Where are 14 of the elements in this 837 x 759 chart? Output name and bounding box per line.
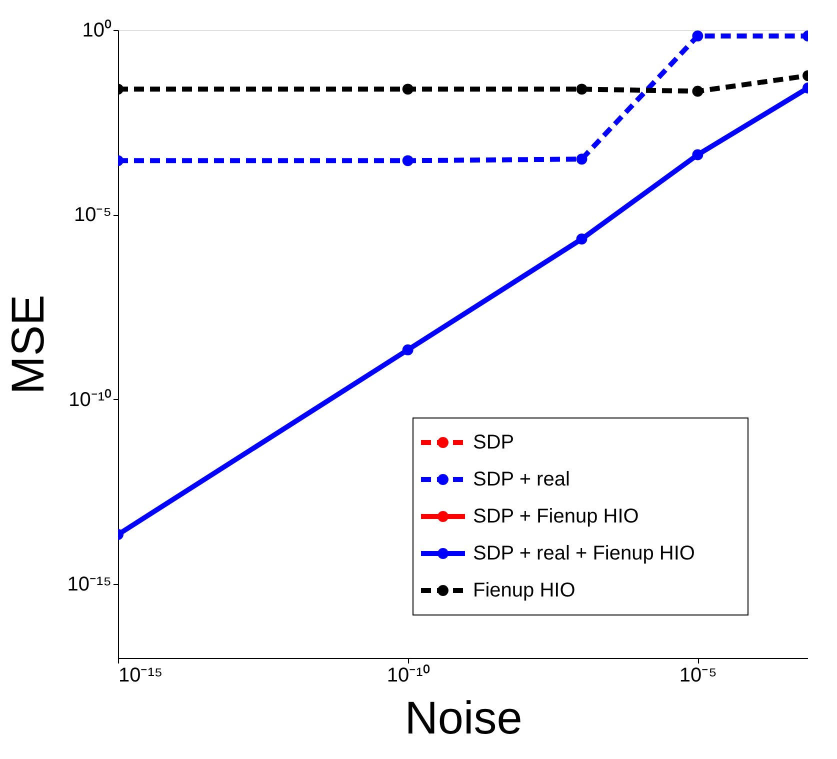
x-tick-label: 10⁻¹⁰ — [386, 664, 430, 686]
y-tick-label: 10⁻¹⁵ — [67, 574, 112, 596]
y-tick-label: 10⁻⁵ — [74, 204, 112, 226]
y-tick-label: 10⁰ — [82, 18, 112, 42]
legend-label: Fienup HIO — [473, 580, 576, 602]
y-tick-label: 10⁻¹⁰ — [68, 388, 112, 411]
legend-label: SDP + Fienup HIO — [473, 506, 639, 528]
legend-label: SDP + real — [473, 468, 570, 490]
legend-label: SDP + real + Fienup HIO — [473, 542, 695, 564]
x-tick-label: 10⁻⁵ — [679, 664, 717, 686]
y-axis-title: MSE — [1, 294, 54, 394]
legend-label: SDP — [473, 432, 514, 454]
x-axis-title: Noise — [404, 692, 522, 744]
x-tick-label: 10⁻¹⁵ — [118, 664, 163, 686]
